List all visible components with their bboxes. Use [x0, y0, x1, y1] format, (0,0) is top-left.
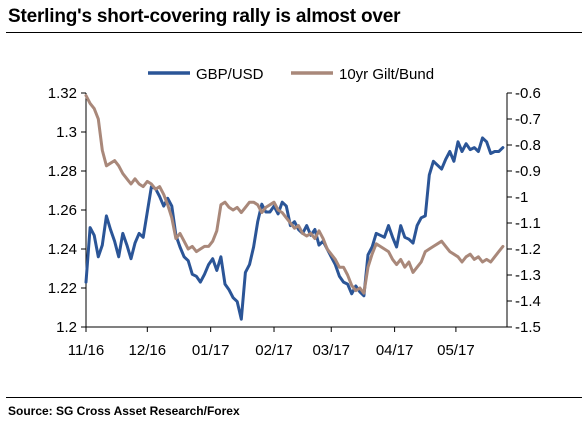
series-line-10yr-gilt-bund	[84, 94, 505, 295]
legend-label: 10yr Gilt/Bund	[339, 66, 434, 83]
chart-title: Sterling's short-covering rally is almos…	[8, 6, 401, 27]
right-y-tick-label: -0.7	[515, 111, 541, 128]
x-tick-label: 01/17	[192, 342, 230, 359]
source-note: Source: SG Cross Asset Research/Forex	[8, 404, 240, 418]
right-y-tick-label: -0.9	[515, 163, 541, 180]
dual-axis-line-chart: 1.2 1.22 1.24 1.26 1.28 1.3 1.32 -0.6 -0.7 -0.8 -0…	[48, 66, 541, 359]
left-y-tick-label: 1.24	[48, 241, 77, 258]
left-y-tick-label: 1.28	[48, 163, 77, 180]
left-y-tick-label: 1.2	[56, 319, 77, 336]
x-tick-label: 12/16	[129, 342, 167, 359]
x-tick-label: 05/17	[437, 342, 475, 359]
right-y-tick-label: -1.2	[515, 241, 541, 258]
title-divider	[6, 32, 582, 33]
left-y-tick-label: 1.32	[48, 85, 77, 102]
x-tick-label: 04/17	[376, 342, 414, 359]
x-tick-label: 11/16	[68, 342, 104, 359]
right-y-tick-label: -0.8	[515, 137, 541, 154]
right-y-tick-label: -0.6	[515, 85, 541, 102]
right-y-tick-label: -1.4	[515, 293, 541, 310]
right-y-tick-label: -1.5	[515, 319, 541, 336]
left-y-tick-label: 1.26	[48, 202, 77, 219]
left-y-tick-label: 1.3	[56, 124, 77, 141]
right-y-tick-label: -1	[515, 189, 528, 206]
legend-label: GBP/USD	[196, 66, 264, 83]
x-tick-label: 02/17	[255, 342, 293, 359]
left-y-tick-label: 1.22	[48, 280, 77, 297]
right-y-tick-label: -1.3	[515, 267, 541, 284]
source-divider	[6, 397, 582, 398]
x-tick-label: 03/17	[312, 342, 350, 359]
right-y-tick-label: -1.1	[515, 215, 541, 232]
